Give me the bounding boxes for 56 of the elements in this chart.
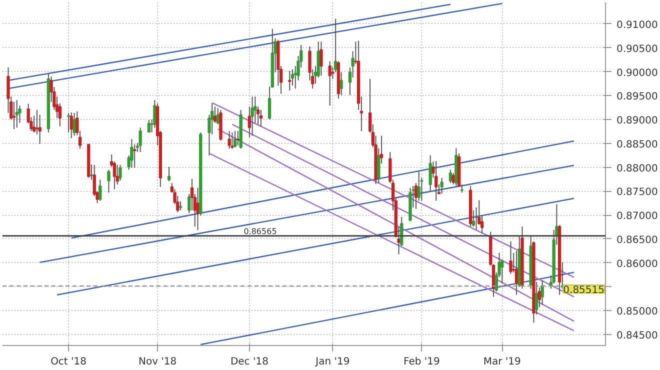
candlestick: [147, 120, 151, 133]
candlestick: [288, 70, 292, 91]
x-tick-label: Mar '19: [483, 356, 521, 368]
candlestick: [514, 250, 518, 296]
candlestick: [535, 281, 538, 315]
y-tick-label: 0.90000: [616, 68, 658, 79]
candlestick: [509, 240, 512, 274]
y-tick-label: 0.86500: [616, 234, 658, 246]
candlestick: [428, 154, 432, 192]
candlestick: [250, 96, 254, 136]
x-tick-label: Oct '18: [50, 356, 87, 368]
candlestick: [133, 144, 136, 168]
candlestick: [540, 280, 544, 306]
y-tick-label: 0.87500: [616, 187, 658, 198]
candlestick: [167, 166, 171, 182]
x-tick-label: Jan '19: [314, 356, 350, 368]
candlestick: [340, 72, 343, 96]
candlestick: [320, 41, 323, 76]
candlestick: [290, 68, 294, 86]
y-tick-label: 0.91000: [616, 20, 658, 31]
candlestick: [230, 132, 234, 150]
candlestick: [259, 109, 263, 127]
y-tick-label: 0.89500: [616, 92, 658, 103]
candlestick: [15, 99, 18, 128]
y-tick-label: 0.87000: [616, 211, 658, 222]
y-tick-label: 0.90500: [616, 44, 658, 55]
candlestick: [434, 160, 438, 202]
candlestick: [90, 164, 94, 180]
y-tick-label: 0.89000: [616, 116, 658, 127]
candlestick: [178, 200, 182, 211]
candlestick: [12, 101, 16, 130]
x-tick-label: Dec '18: [230, 356, 268, 368]
y-tick-label: 0.85000: [616, 306, 658, 318]
candlestick: [328, 60, 332, 106]
candlestick: [130, 138, 134, 168]
y-tick-label: 0.86000: [616, 258, 658, 270]
candlestick: [440, 177, 444, 194]
candlestick: [236, 130, 240, 146]
y-tick-label: 0.88500: [616, 139, 658, 150]
candlestick: [98, 179, 102, 202]
y-tick-label: 0.88000: [616, 163, 658, 174]
candlestick: [417, 171, 420, 202]
candlestick: [107, 169, 110, 194]
candlestick: [38, 114, 42, 144]
candlestick: [35, 109, 39, 135]
candlestick: [228, 130, 231, 150]
candlestick: [234, 130, 237, 148]
y-tick-label: 0.84500: [616, 330, 658, 342]
candlestick: [116, 164, 119, 186]
candlestick: [118, 164, 122, 182]
ref-line-label: 0.85515: [563, 285, 605, 296]
candlestick: [138, 127, 142, 153]
x-tick-label: Nov '18: [138, 356, 177, 368]
ref-line-label: 0.86565: [244, 226, 277, 236]
candlestick: [72, 112, 76, 136]
x-tick-label: Feb '19: [404, 356, 440, 368]
